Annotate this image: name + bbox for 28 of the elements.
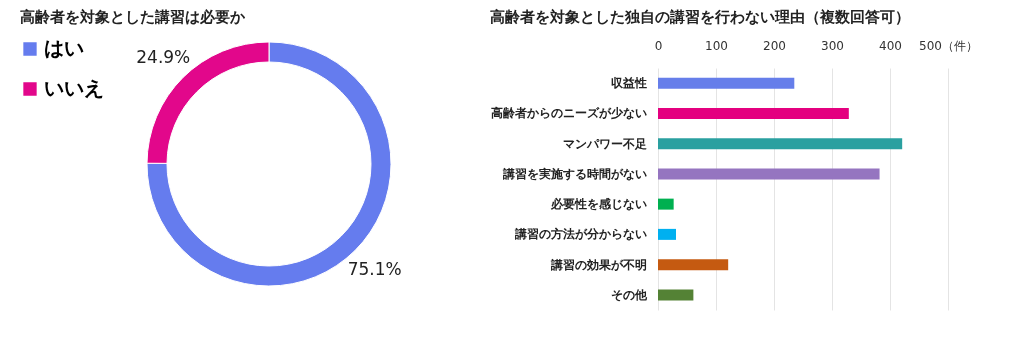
x-tick-label: 100 bbox=[705, 38, 728, 53]
legend-label: はい bbox=[44, 36, 84, 60]
bar bbox=[658, 77, 795, 89]
x-tick-label: 300 bbox=[821, 38, 844, 53]
bar bbox=[658, 107, 849, 119]
y-tick-label: 収益性 bbox=[610, 76, 647, 91]
bar bbox=[658, 228, 676, 240]
data-label: 75.1% bbox=[347, 259, 402, 280]
bar bbox=[658, 259, 729, 271]
bar bbox=[658, 289, 694, 301]
x-tick-label: 0 bbox=[654, 38, 663, 53]
bar bbox=[658, 138, 903, 150]
x-tick-label: 500（件） bbox=[919, 38, 978, 53]
x-tick-label: 400 bbox=[879, 38, 902, 53]
legend-label: いいえ bbox=[44, 76, 104, 100]
data-label: 24.9% bbox=[136, 46, 191, 67]
y-tick-label: その他 bbox=[610, 287, 648, 302]
x-tick-label: 200 bbox=[763, 38, 786, 53]
y-tick-label: 必要性を感じない bbox=[549, 197, 647, 212]
y-tick-label: 講習の効果が不明 bbox=[549, 257, 647, 272]
chart-title: 高齢者を対象とした独自の講習を行わない理由（複数回答可） bbox=[490, 8, 910, 26]
y-tick-label: 高齢者からのニーズが少ない bbox=[490, 106, 647, 121]
bar bbox=[658, 198, 674, 210]
y-tick-label: マンパワー不足 bbox=[562, 136, 647, 151]
chart-title: 高齢者を対象とした講習は必要か bbox=[20, 8, 246, 26]
y-tick-label: 講習を実施する時間がない bbox=[501, 166, 647, 181]
bar bbox=[658, 168, 880, 180]
y-tick-label: 講習の方法が分からない bbox=[513, 227, 647, 242]
